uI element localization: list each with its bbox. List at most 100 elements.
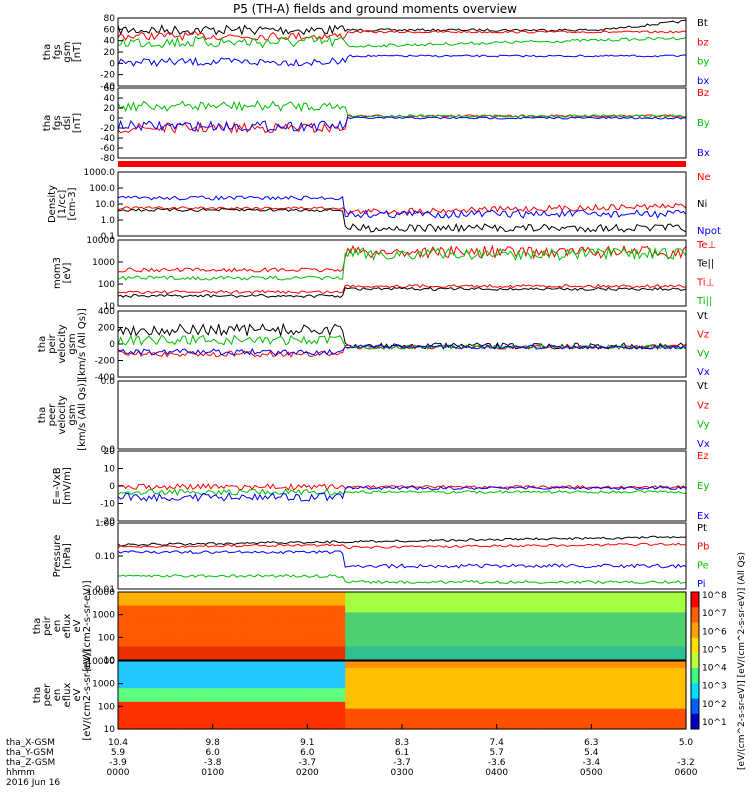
heatmap-cell — [629, 715, 640, 723]
series-line-Ey — [117, 488, 687, 497]
heatmap-cell — [307, 715, 318, 723]
heatmap-cell — [203, 639, 214, 647]
heatmap-cell — [383, 646, 394, 654]
heatmap-cell — [392, 626, 403, 634]
heatmap-cell — [307, 708, 318, 716]
heatmap-cell — [316, 653, 327, 661]
heatmap-cell — [212, 626, 223, 634]
heatmap-cell — [288, 715, 299, 723]
heatmap-cell — [591, 592, 602, 600]
heatmap-cell — [231, 598, 242, 607]
heatmap-cell — [203, 661, 214, 669]
heatmap-cell — [638, 688, 649, 696]
heatmap-cell — [544, 722, 555, 730]
heatmap-cell — [364, 708, 375, 716]
heatmap-cell — [430, 701, 441, 710]
heatmap-cell — [667, 661, 678, 669]
heatmap-cell — [118, 619, 129, 627]
heatmap-cell — [648, 708, 659, 716]
heatmap-cell — [439, 722, 450, 730]
heatmap-cell — [648, 661, 659, 669]
heatmap-cell — [146, 667, 157, 676]
heatmap-cell — [458, 681, 469, 689]
y-tick-label: 0.10 — [95, 552, 115, 562]
heatmap-cell — [515, 612, 526, 620]
heatmap-cell — [430, 653, 441, 661]
heatmap-cell — [629, 598, 640, 607]
heatmap-cell — [667, 646, 678, 654]
y-tick-label: 20 — [104, 104, 116, 114]
heatmap-cell — [354, 701, 365, 710]
heatmap-cell — [468, 681, 479, 689]
heatmap-cell — [402, 653, 413, 661]
heatmap-cell — [136, 674, 147, 682]
heatmap-cell — [506, 626, 517, 634]
heatmap-cell — [411, 661, 422, 669]
heatmap-cell — [307, 612, 318, 620]
heatmap-cell — [638, 632, 649, 641]
heatmap-cell — [288, 661, 299, 669]
heatmap-cell — [648, 626, 659, 634]
heatmap-cell — [326, 619, 337, 627]
heatmap-cell — [506, 701, 517, 710]
heatmap-cell — [515, 681, 526, 689]
heatmap-cell — [278, 626, 289, 634]
heatmap-cell — [600, 661, 611, 669]
heatmap-cell — [241, 639, 252, 647]
heatmap-cell — [402, 708, 413, 716]
heatmap-cell — [165, 688, 176, 696]
heatmap-cell — [288, 646, 299, 654]
heatmap-cell — [354, 639, 365, 647]
series-line-Vx — [117, 344, 687, 356]
heatmap-cell — [165, 661, 176, 669]
heatmap-cell — [335, 619, 346, 627]
heatmap-cell — [648, 592, 659, 600]
heatmap-cell — [260, 695, 271, 703]
heatmap-cell — [193, 639, 204, 647]
heatmap-cell — [288, 598, 299, 607]
heatmap-cell — [383, 653, 394, 661]
heatmap-cell — [345, 674, 356, 682]
footer-value: 6.0 — [206, 748, 221, 758]
heatmap-cell — [562, 681, 573, 689]
heatmap-cell — [269, 695, 280, 703]
heatmap-cell — [657, 632, 668, 641]
heatmap-cell — [629, 619, 640, 627]
heatmap-cell — [288, 708, 299, 716]
footer-value: 6.0 — [300, 748, 315, 758]
heatmap-cell — [581, 722, 592, 730]
heatmap-cell — [657, 667, 668, 676]
series-line-Ez — [118, 482, 687, 492]
heatmap-cell — [562, 653, 573, 661]
heatmap-cell — [458, 632, 469, 641]
heatmap-cell — [345, 688, 356, 696]
heatmap-cell — [477, 605, 488, 613]
heatmap-cell — [487, 715, 498, 723]
heatmap-cell — [553, 598, 564, 607]
heatmap-cell — [345, 667, 356, 676]
heatmap-cell — [629, 708, 640, 716]
heatmap-cell — [477, 722, 488, 730]
y-axis-label: eV — [72, 619, 83, 632]
heatmap-cell — [648, 653, 659, 661]
heatmap-cell — [231, 674, 242, 682]
heatmap-cell — [136, 646, 147, 654]
legend-Vx: Vx — [697, 439, 710, 450]
footer-value: 0000 — [107, 768, 130, 778]
y-tick-label: 0.0 — [101, 377, 116, 387]
heatmap-cell — [184, 661, 195, 669]
heatmap-cell — [184, 653, 195, 661]
heatmap-cell — [288, 681, 299, 689]
heatmap-cell — [326, 639, 337, 647]
y-tick-label: 1000 — [92, 258, 115, 268]
heatmap-cell — [383, 695, 394, 703]
heatmap-cell — [269, 605, 280, 613]
heatmap-cell — [420, 626, 431, 634]
heatmap-cell — [600, 605, 611, 613]
heatmap-cell — [278, 592, 289, 600]
heatmap-cell — [667, 708, 678, 716]
footer-value: 9.8 — [206, 738, 221, 748]
heatmap-cell — [610, 688, 621, 696]
heatmap-cell — [146, 715, 157, 723]
heatmap-cell — [383, 688, 394, 696]
